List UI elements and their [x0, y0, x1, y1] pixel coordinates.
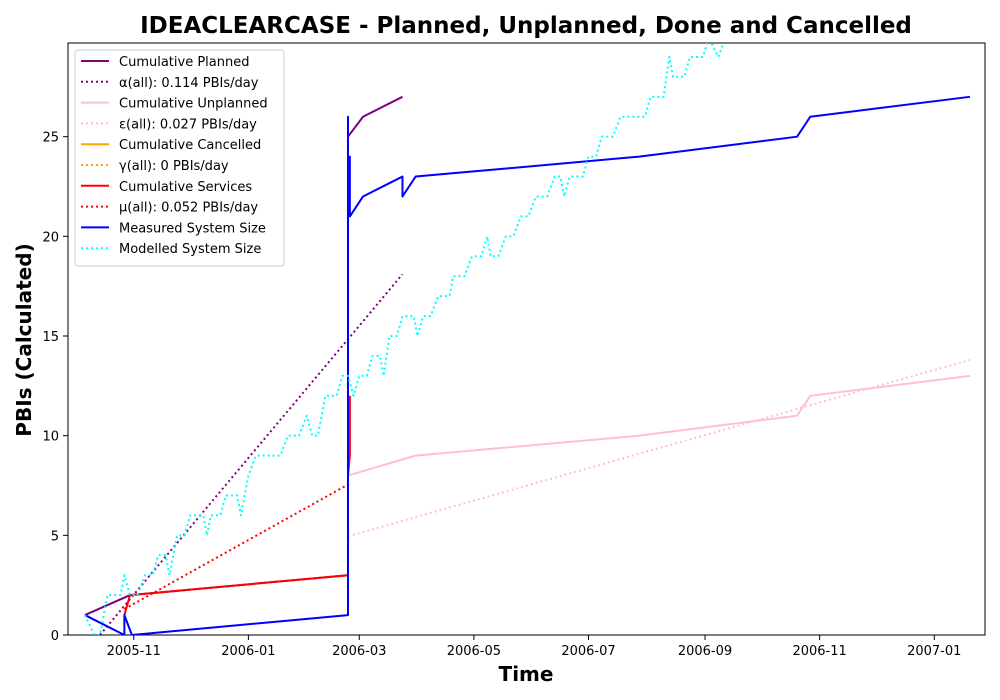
y-axis-label: PBIs (Calculated)	[12, 243, 36, 436]
legend-label-1: α(all): 0.114 PBIs/day	[119, 76, 259, 91]
x-axis-ticks: 2005-11 2006-01 2006-03 2006-05 2006-07 2006-…	[107, 635, 961, 659]
y-tick-label-2: 10	[42, 430, 59, 445]
legend-label-3: ε(all): 0.027 PBIs/day	[119, 117, 257, 132]
legend-label-7: μ(all): 0.052 PBIs/day	[119, 201, 258, 216]
legend-label-2: Cumulative Unplanned	[119, 97, 268, 112]
series-line-1	[99, 273, 404, 635]
y-tick-label-3: 15	[42, 330, 59, 345]
x-axis-label: Time	[499, 662, 554, 686]
legend-label-8: Measured System Size	[119, 221, 266, 236]
x-tick-label-0: 2005-11	[107, 644, 161, 659]
x-tick-label-7: 2007-01	[907, 644, 961, 659]
series-line-2	[347, 374, 971, 477]
legend-label-5: γ(all): 0 PBIs/day	[119, 159, 229, 174]
x-tick-label-5: 2006-09	[678, 644, 732, 659]
series-line-8	[84, 95, 971, 635]
y-tick-label-5: 25	[42, 131, 59, 146]
legend-label-9: Modelled System Size	[119, 242, 261, 257]
series-layer	[84, 43, 971, 635]
legend-label-6: Cumulative Services	[119, 180, 252, 195]
y-axis-ticks: 0 5 10 15 20 25	[42, 131, 68, 644]
legend-label-4: Cumulative Cancelled	[119, 138, 261, 153]
plot-area: 2005-11 2006-01 2006-03 2006-05 2006-07 2006-…	[42, 42, 986, 659]
chart-title: IDEACLEARCASE - Planned, Unplanned, Done…	[140, 13, 912, 39]
x-tick-label-6: 2006-11	[792, 644, 846, 659]
series-line-6	[123, 395, 351, 616]
y-tick-label-1: 5	[51, 529, 59, 544]
plot-frame	[67, 42, 986, 636]
x-tick-label-3: 2006-05	[447, 644, 501, 659]
legend: Cumulative Planned α(all): 0.114 PBIs/day…	[74, 49, 285, 267]
y-tick-label-4: 20	[42, 230, 59, 245]
y-tick-label-0: 0	[51, 629, 59, 644]
x-tick-label-4: 2006-07	[561, 644, 615, 659]
legend-label-0: Cumulative Planned	[119, 55, 249, 70]
series-line-3	[347, 358, 971, 538]
x-tick-label-1: 2006-01	[221, 644, 275, 659]
legend-box	[74, 49, 285, 267]
x-tick-label-2: 2006-03	[332, 644, 386, 659]
series-line-7	[123, 482, 351, 610]
